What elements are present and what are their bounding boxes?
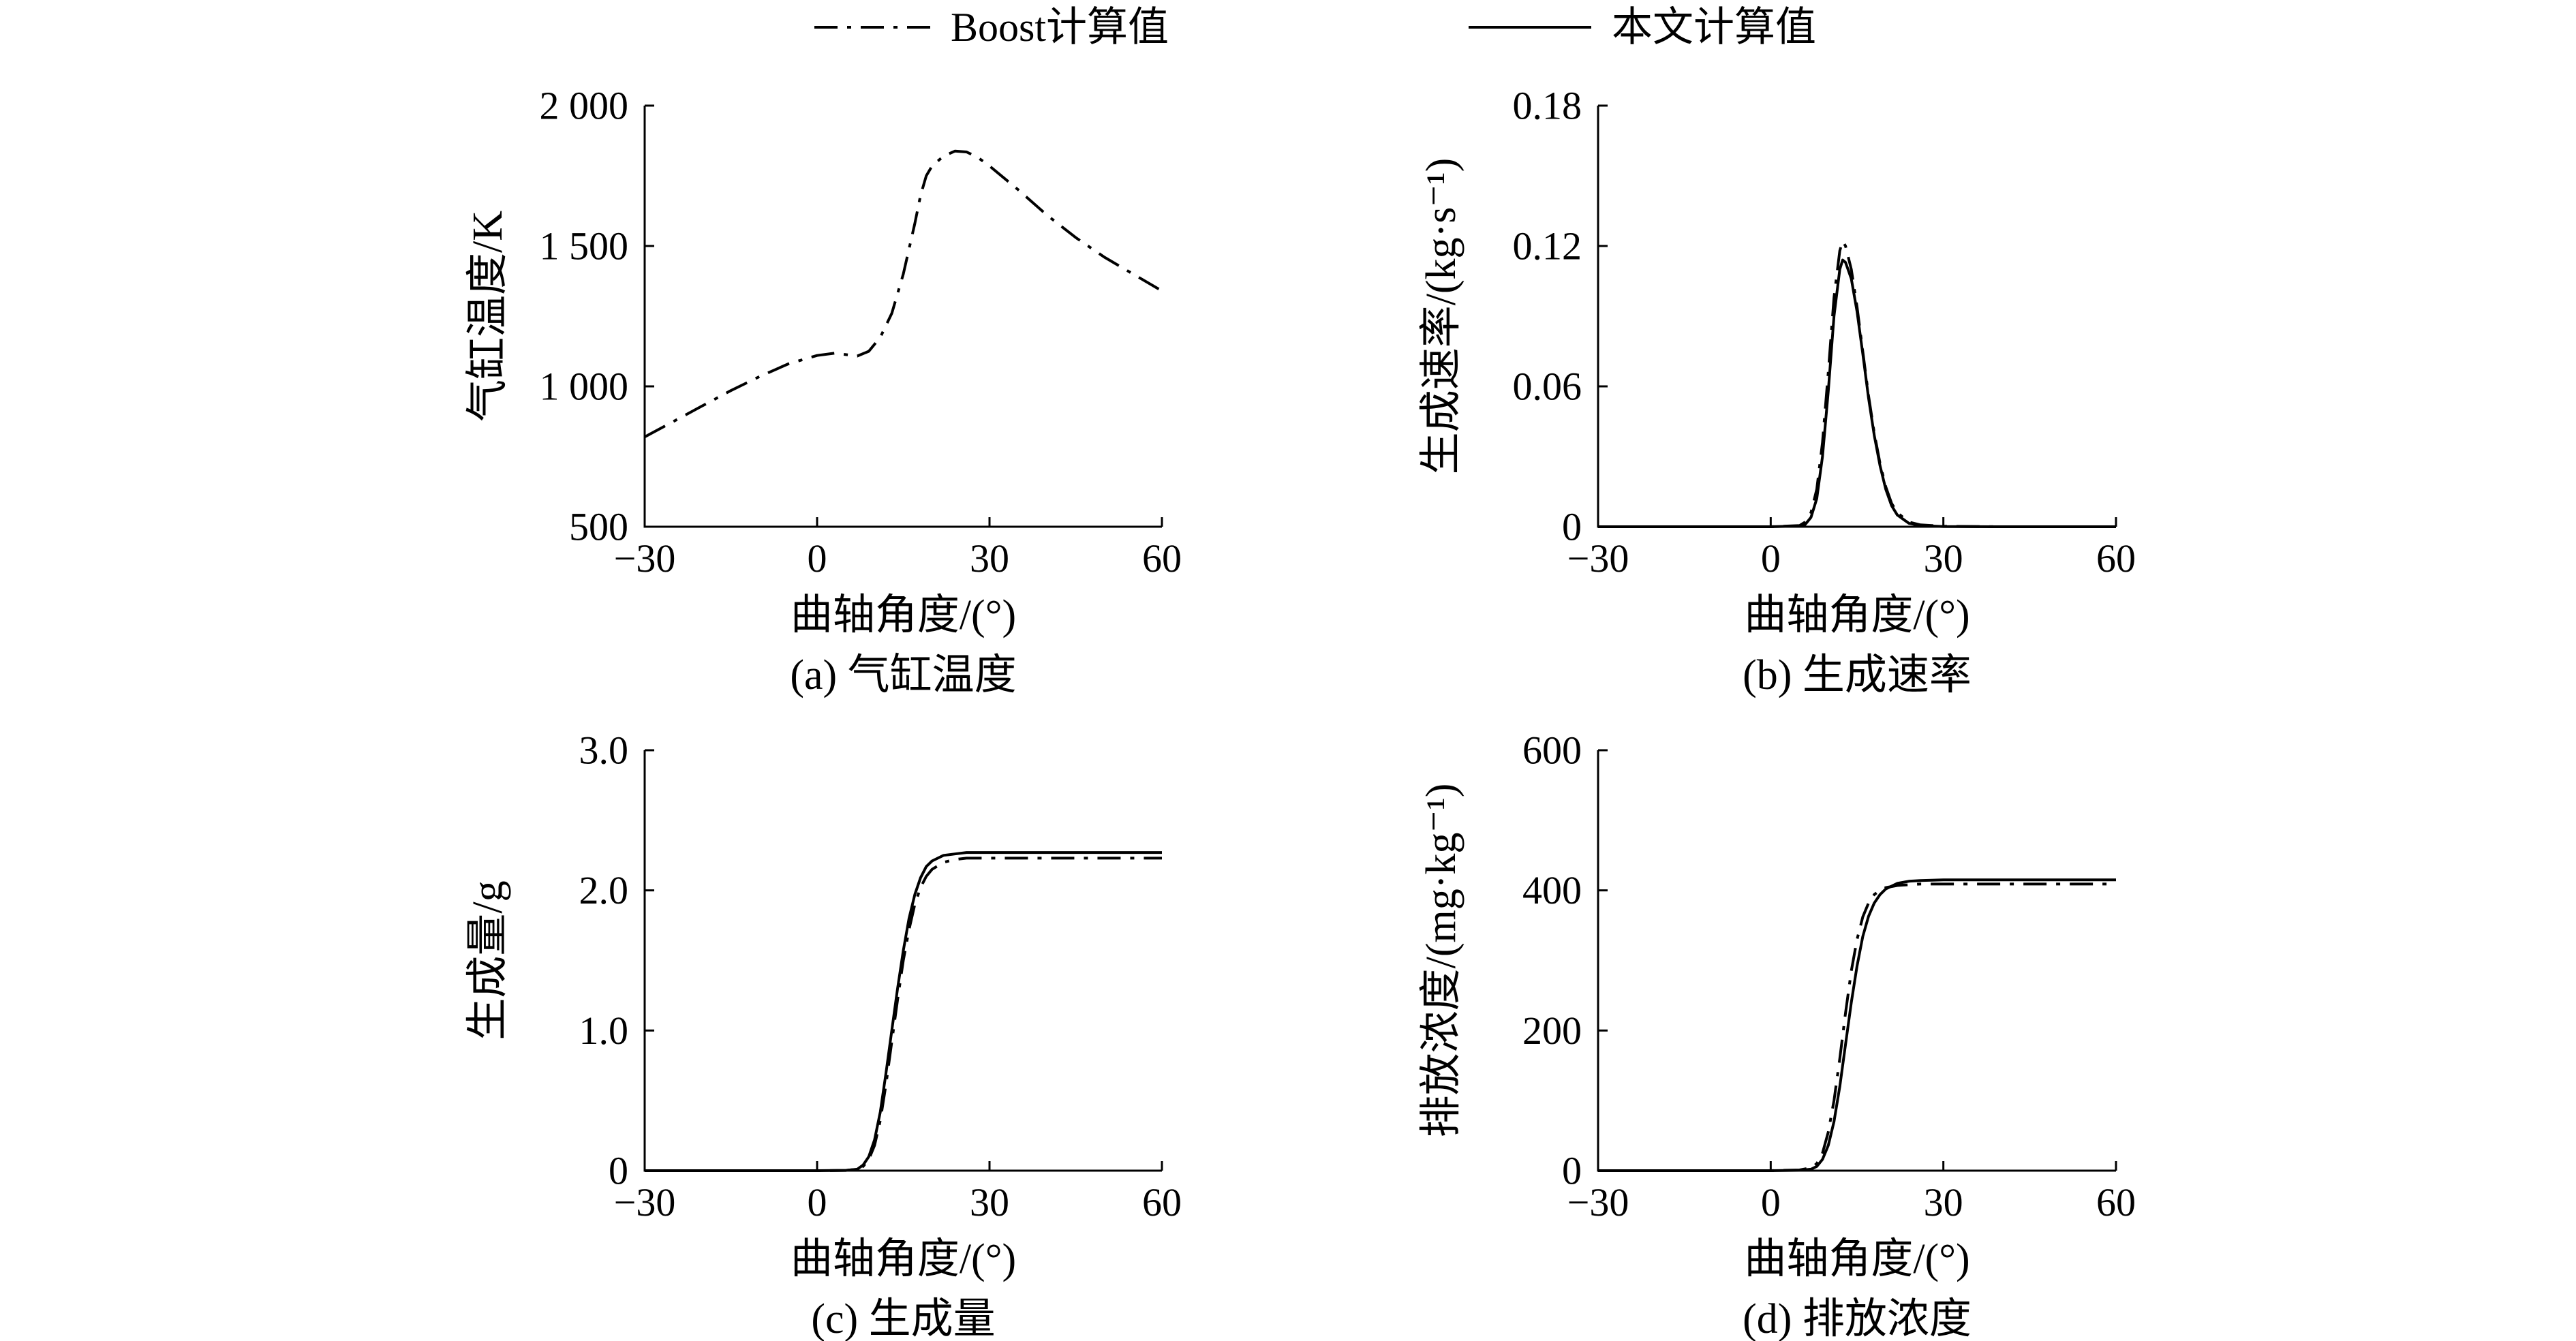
x-tick-label: 60 (2096, 1180, 2136, 1224)
x-axis-label: 曲轴角度/(°) (791, 1236, 1016, 1282)
y-axis-label: 气缸温度/K (465, 211, 511, 422)
legend-item-2: 本文计算值 (1469, 5, 1816, 50)
x-tick-label: 60 (1142, 1180, 1182, 1224)
x-tick-label: 60 (1142, 536, 1182, 581)
x-tick-label: 30 (970, 1180, 1009, 1224)
y-tick-label: 0.18 (1513, 84, 1582, 128)
y-tick-label: 500 (569, 505, 628, 549)
x-axis-label: 曲轴角度/(°) (1744, 1236, 1969, 1282)
legend-label: Boost计算值 (951, 5, 1169, 50)
legend-item-1: Boost计算值 (814, 5, 1169, 50)
legend: Boost计算值 本文计算值 (814, 5, 1816, 50)
series-line-solid (645, 851, 1162, 1172)
y-tick-label: 200 (1522, 1008, 1582, 1053)
x-tick-label: −30 (1567, 536, 1629, 581)
y-tick-label: 400 (1522, 868, 1582, 912)
y-axis-label: 生成量/g (465, 880, 511, 1040)
series-line-dashdot (1598, 882, 2116, 1172)
y-axis-label: 生成速率/(kg·s⁻¹) (1418, 158, 1465, 475)
x-tick-label: 30 (970, 536, 1009, 581)
series-line-dashdot (644, 149, 1163, 438)
panel-caption: (a) 气缸温度 (790, 652, 1016, 698)
series-line-solid (1598, 878, 2116, 1172)
legend-label: 本文计算值 (1612, 5, 1816, 50)
x-tick-label: 0 (1761, 536, 1781, 581)
y-axis-label: 排放浓度/(mg·kg⁻¹) (1418, 784, 1465, 1138)
x-tick-label: 0 (1761, 1180, 1781, 1224)
x-tick-label: −30 (614, 536, 676, 581)
x-tick-label: 0 (808, 536, 827, 581)
series-line-dashdot (1598, 240, 2116, 528)
y-tick-label: 2 000 (540, 84, 629, 128)
x-tick-label: 30 (1924, 536, 1963, 581)
y-tick-label: 1.0 (579, 1008, 629, 1053)
panel-caption: (b) 生成速率 (1743, 652, 1972, 698)
series-line-dashdot (645, 857, 1162, 1172)
x-axis-label: 曲轴角度/(°) (791, 592, 1016, 638)
x-tick-label: 30 (1924, 1180, 1963, 1224)
y-tick-label: 0 (609, 1149, 628, 1193)
series-line-solid (1598, 258, 2116, 528)
x-tick-label: −30 (614, 1180, 676, 1224)
x-axis-label: 曲轴角度/(°) (1744, 592, 1969, 638)
y-tick-label: 1 000 (540, 365, 629, 409)
axis-lines (643, 106, 1162, 528)
y-tick-label: 0.06 (1513, 365, 1582, 409)
y-tick-label: 2.0 (579, 868, 629, 912)
y-tick-label: 1 500 (540, 224, 629, 268)
y-tick-label: 0.12 (1513, 224, 1582, 268)
x-tick-label: 0 (808, 1180, 827, 1224)
chart-panel-a: −30 0 30 60 500 1 000 1 500 2 000 曲轴角度/(°) (a) 气缸… (465, 84, 1182, 699)
y-tick-label: 0 (1562, 1149, 1582, 1193)
panel-caption: (c) 生成量 (811, 1296, 995, 1341)
y-tick-label: 3.0 (579, 728, 629, 773)
x-tick-label: −30 (1567, 1180, 1629, 1224)
panel-caption: (d) 排放浓度 (1743, 1296, 1972, 1341)
y-tick-label: 600 (1522, 728, 1582, 773)
x-tick-label: 60 (2096, 536, 2136, 581)
y-tick-label: 0 (1562, 505, 1582, 549)
